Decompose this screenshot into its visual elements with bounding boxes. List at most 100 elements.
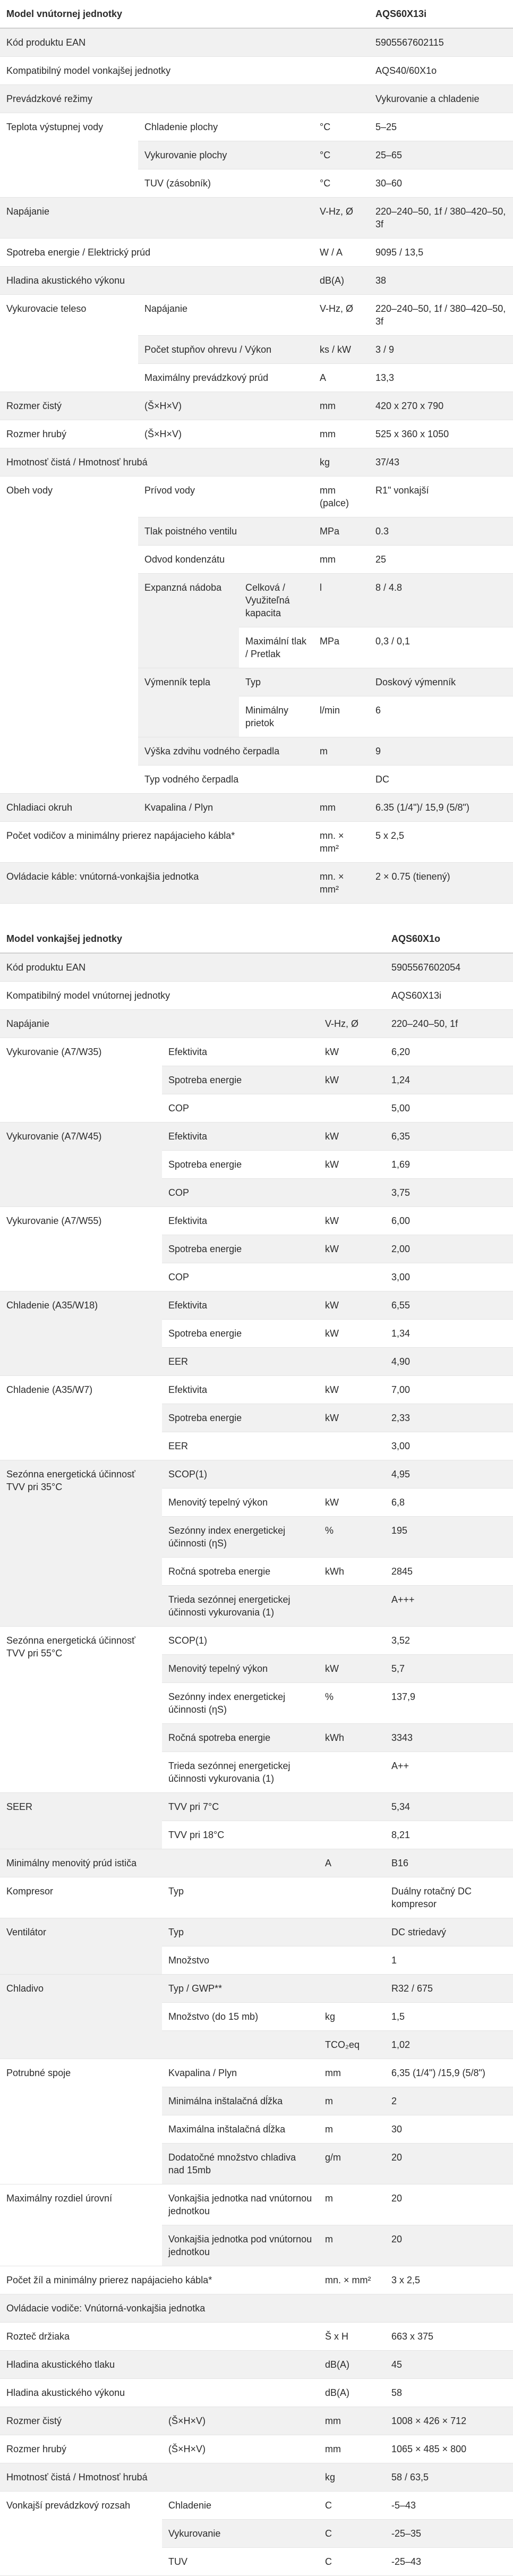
spec-row: Prevádzkové režimy Vykurovanie a chladeni…: [0, 84, 513, 113]
group-label: Potrubné spoje: [0, 2059, 162, 2184]
spec-row: Kód produktu EAN 5905567602054: [0, 953, 513, 982]
row-value: 420 x 270 x 790: [369, 392, 513, 420]
row-label: Dodatočné množstvo chladiva nad 15mb: [162, 2143, 319, 2184]
row-value: 5 x 2,5: [369, 821, 513, 863]
group-label: Vonkajší prevádzkový rozsah: [0, 2491, 162, 2576]
row-unit: [319, 1877, 385, 1918]
row-label: Hladina akustického výkonu: [0, 266, 313, 295]
row-value: 6,00: [385, 1206, 513, 1235]
row-unit: [319, 1460, 385, 1489]
spec-table: Model vonkajšej jednotky AQS60X1o Kód prod…: [0, 925, 513, 2576]
spec-row: Sezónna energetická účinnosť TVV pri 35°…: [0, 1460, 513, 1627]
row-unit: kg: [313, 448, 370, 477]
group-label: Chladenie (A35/W7): [0, 1375, 162, 1460]
row-value: 220–240–50, 1f / 380–420–50, 3f: [369, 294, 513, 336]
group-label: Rozmer čistý: [0, 392, 138, 420]
row-unit: mn. × mm²: [313, 862, 370, 904]
row-label: TUV: [162, 2547, 319, 2576]
row-value: 525 x 360 x 1050: [369, 420, 513, 448]
row-value: 20: [385, 2143, 513, 2184]
row-value: R1" vonkajší: [369, 476, 513, 517]
spec-row: Sezónna energetická účinnosť TVV pri 55°…: [0, 1626, 513, 1793]
row-unit: V-Hz, Ø: [313, 197, 370, 239]
row-unit: [319, 1263, 385, 1291]
row-value: B16: [385, 1849, 513, 1877]
group-label: Vykurovacie teleso: [0, 294, 138, 392]
row-unit: dB(A): [319, 2350, 385, 2379]
spec-row: Kód produktu EAN 5905567602115: [0, 28, 513, 57]
row-unit: kW: [319, 1319, 385, 1348]
row-label: Kód produktu EAN: [0, 953, 319, 982]
row-value: 663 x 375: [385, 2322, 513, 2351]
spec-row: Výmenník tepla Typ Doskový výmenník: [0, 668, 513, 737]
spec-row: Hladina akustického výkonu dB(A) 38: [0, 266, 513, 295]
spec-row: Chladiaci okruh Kvapalina / Plyn mm 6.35 (1…: [0, 793, 513, 822]
row-unit: A: [319, 1849, 385, 1877]
row-value: 1,34: [385, 1319, 513, 1348]
row-value: 25: [369, 545, 513, 574]
spec-row: Ventilátor Typ DC striedavý: [0, 1918, 513, 1975]
row-value: AQS60X13i: [385, 981, 513, 1010]
row-value: DC: [369, 765, 513, 794]
spec-row: Maximálny rozdiel úrovní Vonkajšia jednot…: [0, 2184, 513, 2266]
row-value: 3,75: [385, 1178, 513, 1207]
row-value: 2,33: [385, 1404, 513, 1432]
row-unit: kWh: [319, 1723, 385, 1752]
row-label: Odvod kondenzátu: [138, 545, 313, 574]
row-unit: kW: [319, 1038, 385, 1066]
row-unit: mm: [313, 392, 370, 420]
row-label: Hladina akustického výkonu: [0, 2378, 319, 2407]
row-unit: °C: [313, 141, 370, 169]
row-unit: dB(A): [313, 266, 370, 295]
group-label: Sezónna energetická účinnosť TVV pri 55°…: [0, 1626, 162, 1793]
spec-row: Maximální tlak / Pretlak MPa 0,3 / 0,1: [0, 627, 513, 668]
row-value: 6,35: [385, 1122, 513, 1151]
row-label: TVV pri 7°C: [162, 1792, 319, 1821]
row-value: 3343: [385, 1723, 513, 1752]
row-label: Chladenie: [162, 2491, 319, 2520]
group-label: Kompresor: [0, 1877, 162, 1918]
row-value: 25–65: [369, 141, 513, 169]
row-label: Počet stupňov ohrevu / Výkon: [138, 335, 313, 364]
group-label: Vykurovanie (A7/W55): [0, 1206, 162, 1291]
row-value: 8 / 4.8: [369, 573, 513, 627]
row-label: Ročná spotreba energie: [162, 1723, 319, 1752]
row-value: 0.3: [369, 517, 513, 546]
row-unit: [319, 1626, 385, 1655]
row-value: 220–240–50, 1f / 380–420–50, 3f: [369, 197, 513, 239]
row-unit: mn. × mm²: [313, 821, 370, 863]
header-row: Model vonkajšej jednotky AQS60X1o: [0, 925, 513, 954]
row-label: Kód produktu EAN: [0, 28, 313, 57]
row-value: 20: [385, 2225, 513, 2266]
row-value: 6,35 (1/4") /15,9 (5/8"): [385, 2059, 513, 2087]
row-label: Kompatibilný model vnútornej jednotky: [0, 981, 319, 1010]
row-label: Menovitý tepelný výkon: [162, 1654, 319, 1683]
group-label: Výmenník tepla: [138, 668, 239, 737]
row-unit: mm: [319, 2059, 385, 2087]
row-label: Ovládacie vodiče: Vnútorná-vonkajšia jed…: [0, 2294, 319, 2323]
row-unit: C: [319, 2519, 385, 2548]
spec-row: Hladina akustického výkonu dB(A) 58: [0, 2378, 513, 2407]
row-value: 3,00: [385, 1263, 513, 1291]
row-label: Výška zdvihu vodného čerpadla: [138, 737, 313, 766]
row-value: 5905567602115: [369, 28, 513, 57]
row-unit: V-Hz, Ø: [319, 1009, 385, 1038]
row-label: (Š×H×V): [138, 420, 313, 448]
row-unit: kW: [319, 1150, 385, 1179]
row-value: 6: [369, 696, 513, 737]
row-value: 3 / 9: [369, 335, 513, 364]
row-value: 6,55: [385, 1291, 513, 1320]
row-unit: m: [313, 737, 370, 766]
row-unit: kW: [319, 1654, 385, 1683]
row-value: -5–43: [385, 2491, 513, 2520]
row-value: -25–35: [385, 2519, 513, 2548]
row-label: Množstvo: [162, 1946, 319, 1975]
row-value: 220–240–50, 1f: [385, 1009, 513, 1038]
row-unit: mm: [319, 2407, 385, 2435]
row-value: 1,5: [385, 2002, 513, 2031]
row-label: TVV pri 18°C: [162, 1821, 319, 1849]
row-unit: kW: [319, 1375, 385, 1404]
row-label: Efektivita: [162, 1206, 319, 1235]
row-label: [162, 2030, 319, 2059]
